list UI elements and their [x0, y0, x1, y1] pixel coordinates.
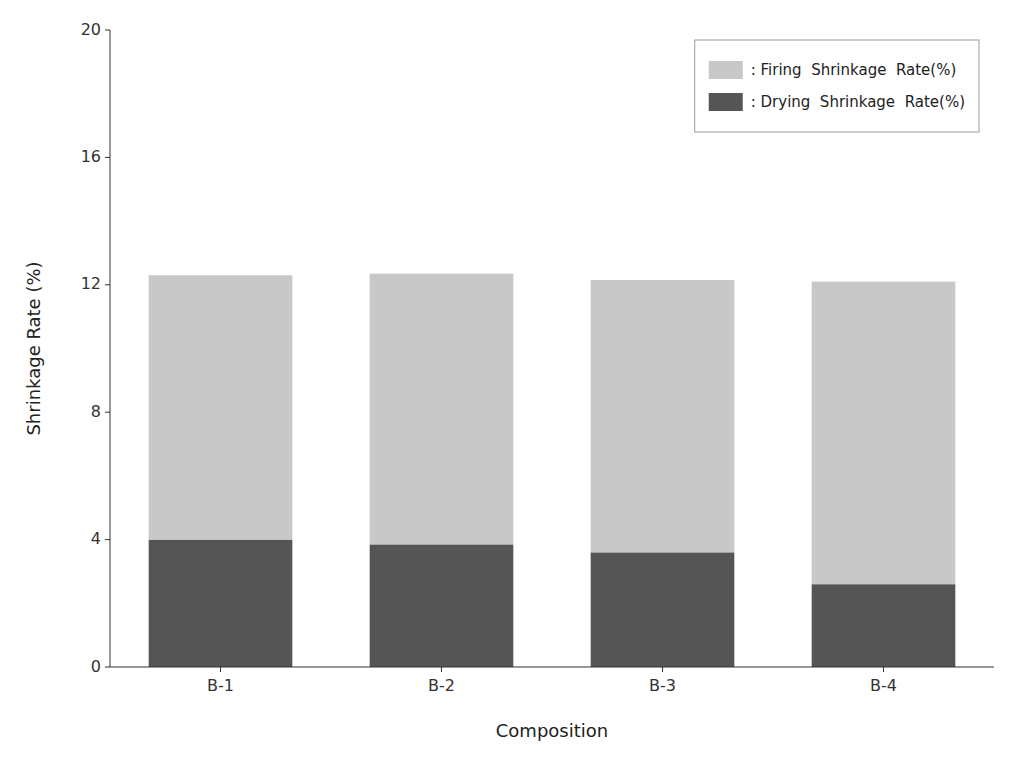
- bar: [370, 274, 514, 545]
- legend-swatch: [709, 61, 743, 79]
- bar: [149, 540, 293, 667]
- x-tick-label: B-3: [649, 676, 676, 695]
- x-tick: [441, 667, 442, 672]
- chart: 0 4 8 12 16 20 B-1 B-2 B-3 B-4 Composition Shrinkag…: [0, 0, 1024, 767]
- legend-label: : Firing Shrinkage Rate(%): [751, 61, 957, 79]
- legend-swatch: [709, 93, 743, 111]
- x-tick: [220, 667, 221, 672]
- legend-box: [695, 40, 979, 132]
- y-tick-label: 4: [91, 529, 101, 548]
- x-tick-label: B-1: [207, 676, 234, 695]
- y-tick: [105, 539, 110, 540]
- x-axis-line: [110, 667, 994, 668]
- y-tick-label: 8: [91, 402, 101, 421]
- bar: [370, 544, 514, 667]
- y-tick-label: 0: [91, 657, 101, 676]
- y-tick: [105, 30, 110, 31]
- x-axis-label: Composition: [496, 720, 608, 741]
- x-tick: [662, 667, 663, 672]
- y-tick-label: 16: [81, 147, 101, 166]
- bars: [149, 274, 956, 667]
- bar: [812, 584, 956, 667]
- y-tick: [105, 667, 110, 668]
- x-tick-label: B-2: [428, 676, 455, 695]
- y-axis-label: Shrinkage Rate (%): [23, 261, 44, 435]
- y-tick-label: 12: [81, 274, 101, 293]
- y-tick: [105, 284, 110, 285]
- x-tick: [883, 667, 884, 672]
- y-tick: [105, 157, 110, 158]
- y-axis-line: [110, 30, 111, 667]
- x-tick-label: B-4: [870, 676, 897, 695]
- y-tick: [105, 412, 110, 413]
- legend: : Firing Shrinkage Rate(%) : Drying Shrin…: [695, 40, 979, 132]
- bar: [812, 282, 956, 585]
- legend-label: : Drying Shrinkage Rate(%): [751, 93, 965, 111]
- y-tick-label: 20: [81, 20, 101, 39]
- bar: [591, 552, 735, 667]
- bar: [149, 275, 293, 539]
- bar: [591, 280, 735, 552]
